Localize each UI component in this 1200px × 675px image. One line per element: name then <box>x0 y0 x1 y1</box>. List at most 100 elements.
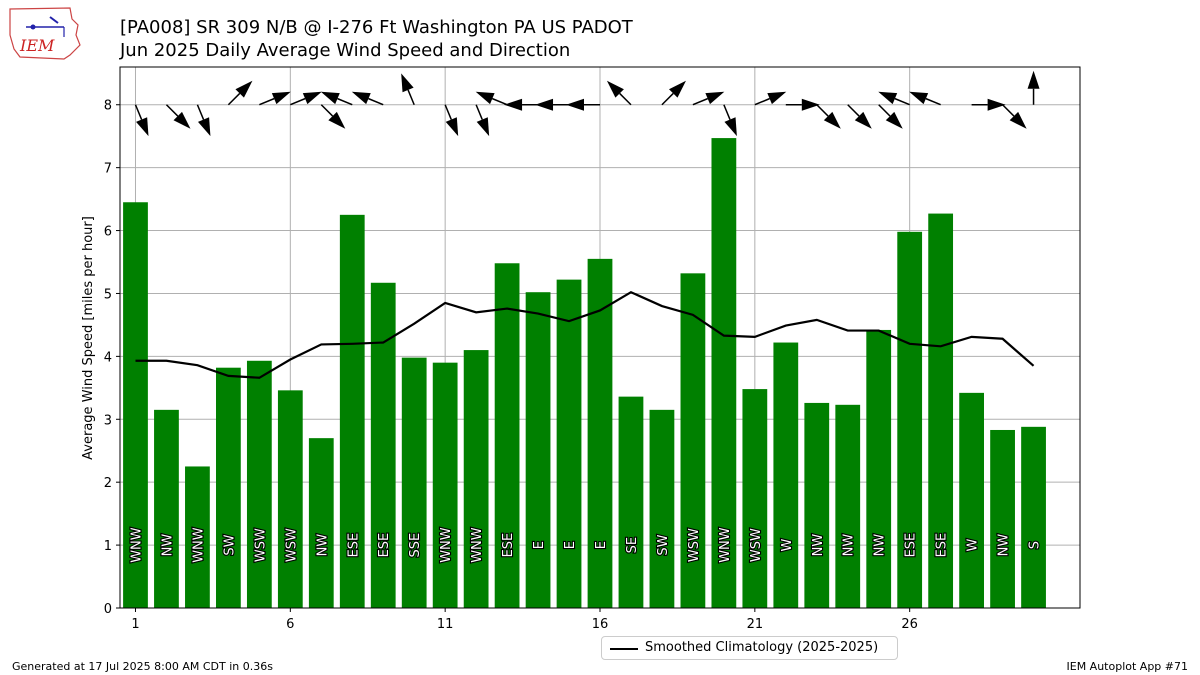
wind-arrow <box>566 98 600 111</box>
wind-arrow <box>816 104 841 129</box>
wind-arrow <box>475 104 490 137</box>
direction-label: ESE <box>346 533 361 558</box>
iem-logo: IEM <box>9 7 81 60</box>
bar <box>1021 426 1046 608</box>
wind-arrow <box>134 104 149 137</box>
y-tick-label: 4 <box>104 350 112 365</box>
y-tick-label: 7 <box>104 162 112 177</box>
direction-label: WSW <box>687 528 702 562</box>
y-tick-label: 0 <box>104 602 112 617</box>
direction-label: WSW <box>749 528 764 562</box>
direction-label: WNW <box>439 527 454 563</box>
direction-label: NW <box>160 534 175 557</box>
wind-arrow <box>661 80 686 106</box>
direction-label: NW <box>873 534 888 557</box>
bar <box>463 350 489 608</box>
y-tick-label: 2 <box>104 476 112 491</box>
bar <box>866 329 892 608</box>
y-tick-label: 5 <box>104 287 112 302</box>
wind-arrow <box>320 104 346 129</box>
x-tick-label: 1 <box>131 617 139 632</box>
direction-label: NW <box>811 534 826 557</box>
direction-label: SSE <box>408 533 423 558</box>
direction-label: SW <box>222 534 237 555</box>
wind-arrow <box>878 91 910 106</box>
bar <box>154 409 179 608</box>
chart-subtitle: Jun 2025 Daily Average Wind Speed and Di… <box>120 40 571 61</box>
y-axis-label: Average Wind Speed [miles per hour] <box>81 216 96 460</box>
direction-label: WNW <box>470 527 485 563</box>
bar <box>804 402 830 608</box>
wind-arrow <box>606 80 632 106</box>
direction-label: ESE <box>501 533 516 558</box>
direction-label: E <box>532 541 547 549</box>
logo-text: IEM <box>19 36 55 55</box>
y-tick-label: 1 <box>104 539 112 554</box>
direction-label: NW <box>997 534 1012 557</box>
x-tick-label: 6 <box>286 617 294 632</box>
direction-label: E <box>563 541 578 549</box>
wind-arrow <box>351 91 384 106</box>
bar <box>185 466 210 608</box>
wind-arrow <box>320 91 353 106</box>
wind-arrow <box>878 104 903 129</box>
wind-arrow <box>290 91 322 106</box>
y-tick-label: 8 <box>104 99 112 114</box>
bar <box>370 282 396 608</box>
wind-arrow <box>401 73 415 106</box>
bar <box>432 362 458 608</box>
wind-arrow <box>754 91 787 106</box>
bar <box>277 390 303 608</box>
bar <box>680 273 706 608</box>
wind-arrow <box>475 91 508 106</box>
bar <box>742 389 768 608</box>
bar <box>401 357 427 608</box>
generated-timestamp: Generated at 17 Jul 2025 8:00 AM CDT in … <box>12 660 273 673</box>
y-tick-label: 3 <box>104 413 112 428</box>
climatology-line-group <box>135 290 1035 379</box>
wind-arrow <box>444 104 459 137</box>
direction-label: WNW <box>129 527 144 563</box>
x-tick-label: 16 <box>592 617 609 632</box>
wind-arrow <box>535 98 570 111</box>
bar <box>649 409 675 608</box>
y-tick-label: 6 <box>104 225 112 240</box>
wind-arrow <box>165 104 191 129</box>
direction-label: W <box>780 539 795 552</box>
direction-label: E <box>594 541 609 549</box>
bar <box>246 360 272 608</box>
wind-arrow <box>259 91 291 106</box>
app-credit: IEM Autoplot App #71 <box>1066 660 1189 673</box>
x-tick-label: 21 <box>747 617 764 632</box>
direction-label: NW <box>842 534 857 557</box>
direction-label: S <box>1028 541 1043 549</box>
direction-label: ESE <box>935 533 950 558</box>
chart-title: [PA008] SR 309 N/B @ I-276 Ft Washington… <box>120 17 633 38</box>
bar <box>897 231 923 608</box>
direction-label: WNW <box>718 527 733 563</box>
wind-arrow <box>1027 70 1040 105</box>
wind-arrow <box>1002 104 1027 129</box>
legend: Smoothed Climatology (2025-2025) <box>601 636 898 660</box>
bar <box>308 438 334 608</box>
bar <box>494 263 520 608</box>
wind-arrow <box>785 98 820 111</box>
wind-arrow <box>196 104 211 137</box>
bar <box>711 138 737 608</box>
climatology-line <box>135 290 1035 379</box>
wind-arrow <box>971 98 1006 111</box>
wind-arrows <box>134 70 1040 137</box>
bar <box>959 392 984 608</box>
wind-arrow <box>504 98 539 111</box>
wind-arrow <box>847 104 872 129</box>
bar <box>928 213 954 609</box>
direction-label: ESE <box>904 533 919 558</box>
direction-label: NW <box>315 534 330 557</box>
direction-labels: WNW NW WNW SW WSW WSW NW ESE ESE SSE WNW WNW ESE E E E S… <box>128 526 1043 564</box>
bar <box>773 342 799 608</box>
direction-label: WSW <box>284 528 299 562</box>
bars <box>123 138 1046 609</box>
wind-arrow <box>909 91 941 106</box>
bar <box>587 258 613 608</box>
